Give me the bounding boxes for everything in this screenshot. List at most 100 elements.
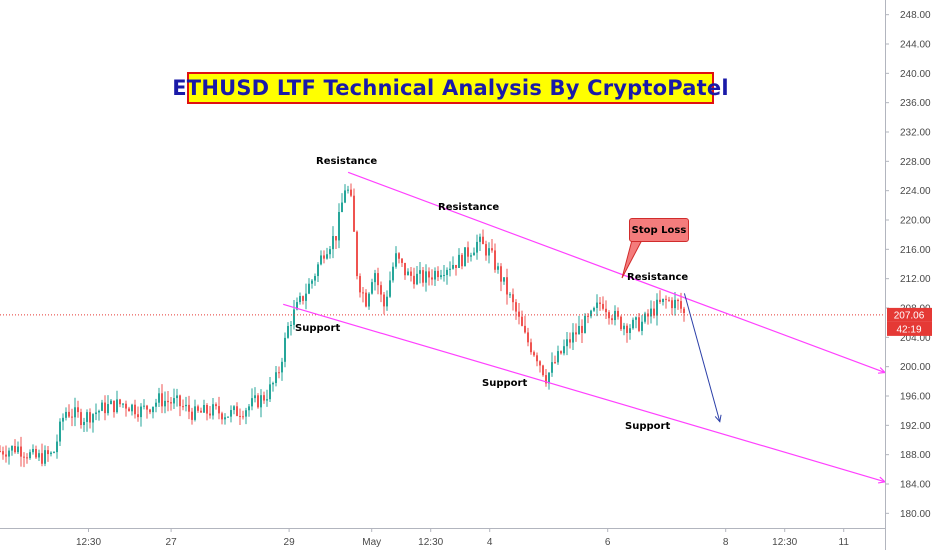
candle-body (44, 450, 46, 464)
candle-body (602, 303, 604, 309)
candle-body (92, 414, 94, 423)
candle-body (146, 405, 148, 410)
candle-body (311, 280, 313, 284)
resistance-label-2: Resistance (438, 202, 500, 213)
y-tick-label: 192.00 (900, 421, 931, 432)
candle-body (182, 406, 184, 408)
candle-body (11, 445, 13, 451)
candle-body (320, 255, 322, 265)
candle-body (587, 315, 589, 317)
candle-body (134, 404, 136, 415)
candle-body (386, 296, 388, 307)
candle-body (218, 406, 220, 414)
candle-body (41, 453, 43, 464)
candle-body (644, 313, 646, 322)
candle-body (332, 236, 334, 250)
candle-body (581, 325, 583, 333)
candle-body (233, 406, 235, 411)
candle-body (623, 325, 625, 330)
countdown-label: 42:19 (896, 324, 921, 335)
candle-body (614, 310, 616, 321)
candle-body (224, 417, 226, 420)
candle-body (542, 365, 544, 376)
candle-body (347, 189, 349, 191)
x-tick-label: 4 (487, 537, 493, 548)
candle-body (167, 400, 169, 403)
candle-body (521, 316, 523, 326)
candle-body (35, 449, 37, 458)
candle-body (527, 332, 529, 343)
candle-body (62, 417, 64, 422)
candle-body (485, 244, 487, 256)
candle-body (515, 302, 517, 312)
candle-body (188, 404, 190, 412)
candle-body (95, 412, 97, 415)
candle-body (401, 258, 403, 263)
candle-body (362, 292, 364, 294)
x-tick-label: 27 (166, 537, 178, 548)
candle-body (503, 277, 505, 282)
candle-body (206, 404, 208, 414)
candle-body (635, 317, 637, 320)
candle-body (626, 325, 628, 334)
candle-body (179, 395, 181, 407)
candle-body (113, 400, 115, 413)
x-tick-label: May (362, 537, 381, 548)
y-tick-label: 200.00 (900, 362, 931, 373)
candle-body (452, 264, 454, 269)
candle-body (632, 319, 634, 329)
candle-body (215, 404, 217, 407)
candle-body (152, 406, 154, 413)
support-label-2: Support (482, 378, 528, 389)
countdown-badge (887, 321, 932, 336)
candle-body (350, 189, 352, 196)
candle-body (116, 399, 118, 413)
candle-body (422, 270, 424, 283)
candle-body (548, 372, 550, 384)
candle-body (53, 452, 55, 454)
candle-body (518, 311, 520, 317)
candle-body (89, 412, 91, 423)
resistance-label-3: Resistance (627, 272, 689, 283)
x-tick-label: 6 (605, 537, 611, 548)
candle-body (419, 270, 421, 274)
candle-body (143, 405, 145, 407)
candle-body (563, 346, 565, 354)
candle-body (251, 398, 253, 407)
candle-body (509, 294, 511, 296)
candle-body (191, 411, 193, 420)
candle-body (50, 452, 52, 455)
candle-body (293, 309, 295, 325)
candle-body (149, 409, 151, 413)
candle-body (269, 384, 271, 400)
candle-body (482, 236, 484, 245)
candle-body (464, 247, 466, 267)
candle-body (428, 271, 430, 278)
candle-body (260, 395, 262, 408)
candle-body (380, 285, 382, 295)
candle-body (272, 382, 274, 385)
candle-body (5, 454, 7, 457)
candle-body (131, 404, 133, 412)
candle-body (425, 271, 427, 283)
candle-body (203, 404, 205, 413)
candle-body (119, 399, 121, 405)
candle-body (407, 271, 409, 276)
candle-body (83, 421, 85, 426)
x-tick-label: 29 (284, 537, 296, 548)
candle-body (596, 302, 598, 308)
candle-body (29, 452, 31, 459)
candle-body (23, 456, 25, 458)
candle-body (659, 299, 661, 302)
candle-body (200, 410, 202, 413)
y-tick-label: 244.00 (900, 40, 931, 51)
candle-body (299, 296, 301, 303)
candle-body (170, 402, 172, 404)
candle-body (257, 395, 259, 408)
candle-body (479, 236, 481, 242)
candle-body (287, 326, 289, 338)
candle-body (359, 276, 361, 293)
candle-body (440, 275, 442, 278)
